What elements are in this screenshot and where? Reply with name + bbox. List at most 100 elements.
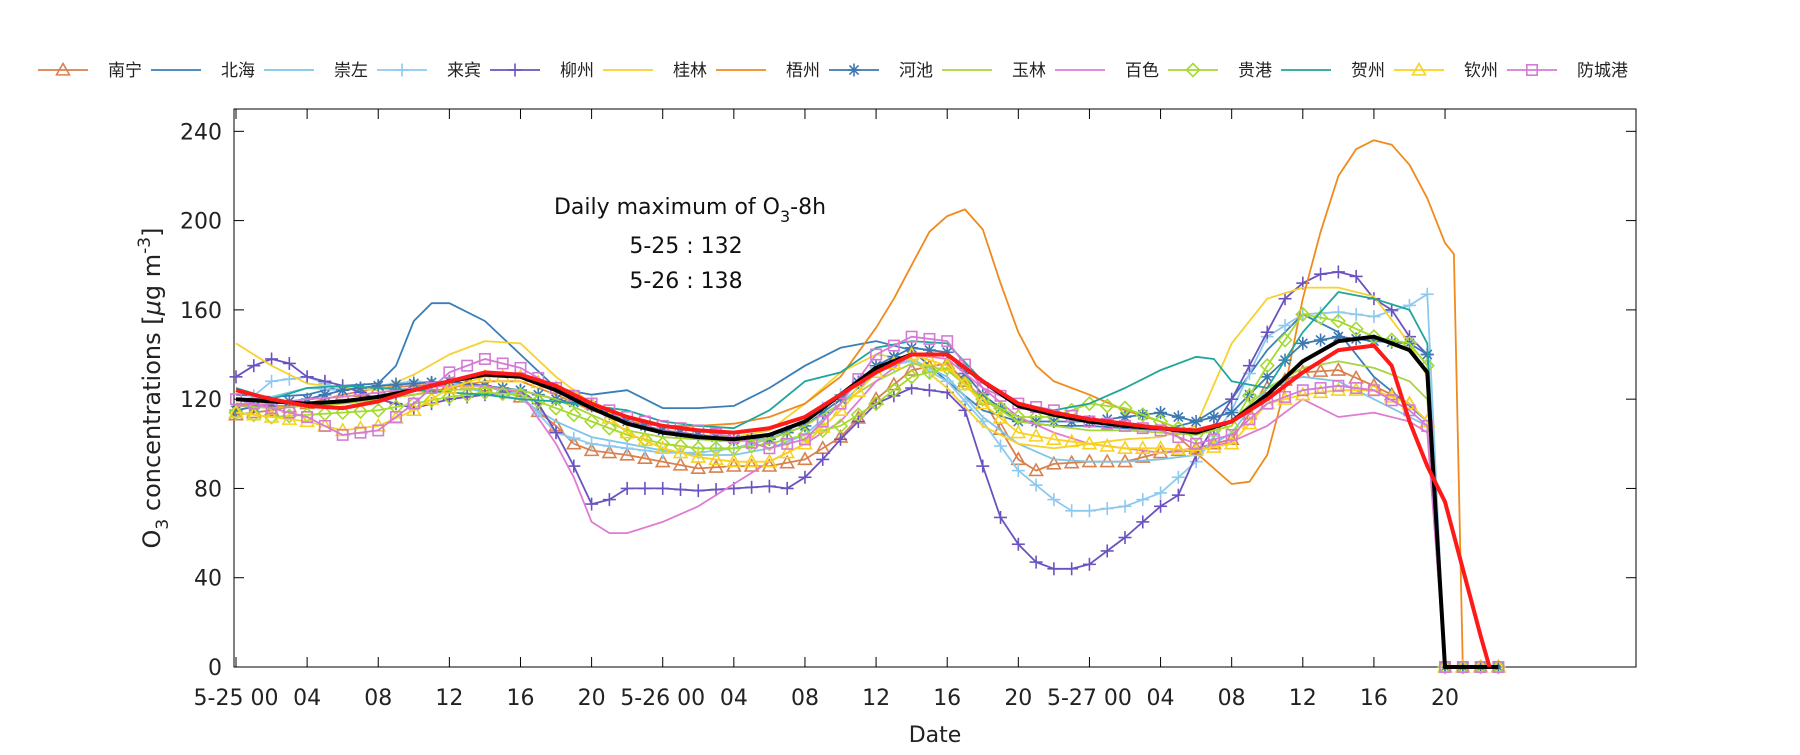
data-point-marker [992, 410, 1009, 424]
x-tick-label: 16 [1360, 686, 1388, 711]
data-point-marker [548, 400, 564, 416]
data-point-marker [798, 433, 811, 446]
series-贵港 [228, 306, 1507, 675]
data-point-marker [1029, 478, 1043, 492]
data-point-marker [922, 383, 936, 397]
data-point-marker [1296, 384, 1309, 397]
data-point-marker [905, 354, 919, 368]
x-tick-label: 5-26 00 [620, 686, 705, 711]
annotation-line-3: 5-26 : 138 [629, 269, 742, 294]
data-point-marker [282, 356, 296, 370]
data-point-marker [1136, 493, 1150, 507]
data-point-marker [1100, 502, 1114, 516]
data-point-marker [743, 453, 760, 468]
data-point-marker [1455, 659, 1471, 675]
data-point-marker [1170, 420, 1186, 436]
data-point-marker [1242, 359, 1256, 373]
x-tick-label: 04 [1147, 686, 1175, 711]
data-point-marker [654, 453, 671, 468]
x-tick-label: 20 [578, 686, 606, 711]
legend-label: 贵港 [1238, 61, 1272, 81]
data-point-marker [1028, 409, 1044, 425]
data-point-marker [816, 452, 830, 466]
data-point-marker [1063, 433, 1080, 448]
data-point-marker [1314, 267, 1328, 281]
data-point-marker [318, 419, 331, 432]
legend-item: 北海 [151, 61, 255, 81]
data-point-marker [903, 362, 920, 376]
data-point-marker [1243, 413, 1256, 426]
data-point-marker [779, 454, 796, 469]
data-point-marker [1011, 537, 1025, 551]
x-tick-label: 08 [791, 686, 819, 711]
data-point-marker [601, 444, 618, 459]
data-point-marker [512, 387, 529, 403]
data-point-marker [656, 481, 670, 495]
data-point-marker [1010, 409, 1026, 425]
data-point-marker [443, 366, 456, 379]
data-point-marker [780, 481, 794, 495]
data-point-marker [1047, 562, 1061, 576]
x-tick-label: 20 [1004, 686, 1032, 711]
legend-label: 南宁 [108, 61, 142, 81]
data-point-marker [565, 435, 582, 450]
data-point-marker [461, 359, 474, 372]
legend-item: 防城港 [1507, 61, 1628, 81]
series-line [235, 335, 1499, 668]
x-tick-label: 16 [506, 686, 534, 711]
data-point-marker [638, 481, 652, 495]
legend-label: 来宾 [447, 61, 481, 81]
data-point-marker [1295, 306, 1311, 322]
legend-label: 梧州 [786, 61, 820, 81]
data-point-marker [583, 413, 600, 430]
data-point-marker [55, 61, 71, 76]
data-point-marker [1411, 61, 1427, 76]
data-point-marker [1490, 659, 1507, 675]
data-point-marker [761, 436, 778, 452]
data-point-marker [1134, 449, 1151, 463]
data-point-marker [976, 459, 990, 473]
data-point-marker [672, 444, 689, 459]
data-point-marker [1154, 406, 1168, 420]
x-tick-label: 16 [933, 686, 961, 711]
data-point-marker [585, 437, 599, 451]
data-point-marker [423, 392, 440, 408]
legend-item: 贺州 [1281, 61, 1385, 81]
legend-item: 钦州 [1394, 61, 1498, 81]
data-point-marker [299, 413, 315, 428]
data-point-marker [1225, 406, 1239, 420]
y-tick-label: 40 [194, 567, 222, 592]
data-point-marker [354, 426, 367, 439]
data-point-marker [265, 374, 279, 388]
legend-item: 桂林 [603, 61, 707, 81]
data-point-marker [743, 458, 760, 472]
data-point-marker [1207, 433, 1220, 446]
data-point-marker [637, 450, 653, 464]
data-point-marker [620, 481, 634, 495]
data-point-marker [1190, 437, 1203, 450]
data-point-marker [745, 480, 759, 494]
data-point-marker [1348, 321, 1364, 337]
annotation-line-1: Daily maximum of O3-8h [554, 195, 826, 226]
legend: 南宁 北海 崇左 来宾 柳州 桂林 梧州 河池 玉林 百色 贵港 贺州 钦州 防城港 [38, 61, 1628, 81]
data-point-marker [246, 407, 262, 423]
legend-item: 河池 [829, 61, 933, 81]
data-point-marker [370, 402, 386, 418]
legend-item: 百色 [1055, 61, 1159, 81]
legend-label: 防城港 [1577, 61, 1628, 81]
legend-label: 崇左 [334, 61, 368, 81]
legend-label: 柳州 [560, 61, 594, 81]
data-point-marker [1082, 557, 1096, 571]
data-point-marker [994, 439, 1008, 453]
data-point-marker [761, 453, 778, 468]
data-point-marker [870, 348, 883, 361]
data-point-marker [992, 400, 1009, 416]
data-point-marker [708, 440, 724, 456]
data-point-marker [1134, 440, 1151, 454]
y-tick-label: 200 [180, 210, 222, 235]
data-point-marker [797, 451, 813, 466]
y-tick-label: 80 [194, 477, 222, 502]
data-point-marker [477, 384, 493, 401]
series-line [235, 313, 1499, 668]
